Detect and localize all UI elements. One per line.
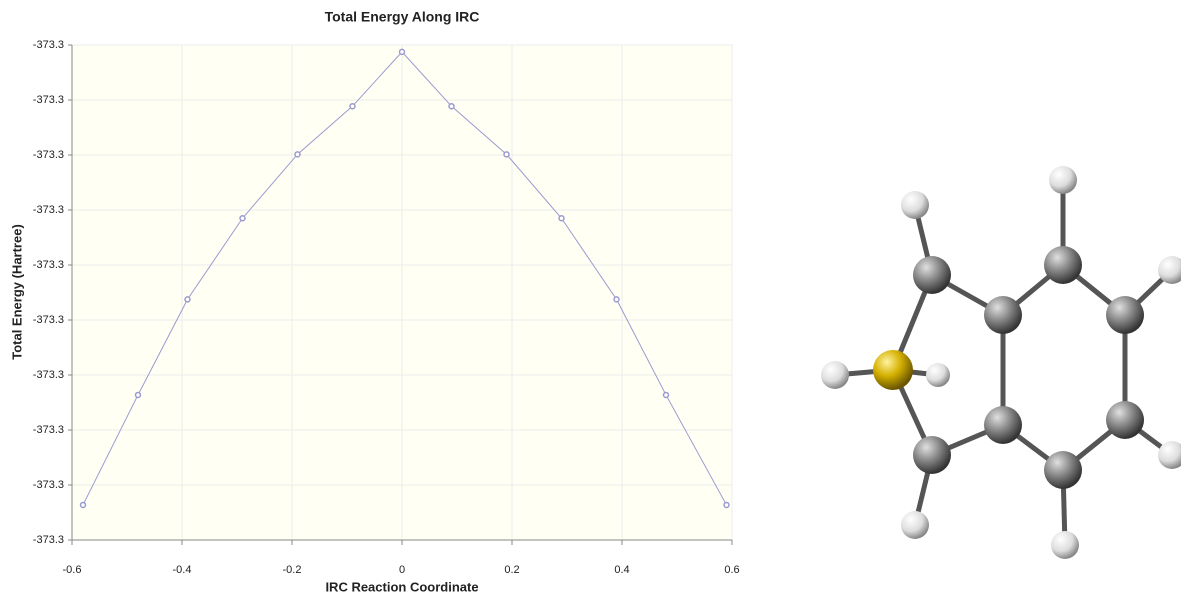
- point: [504, 152, 509, 157]
- y-tick-label: -373.3: [33, 424, 64, 436]
- x-tick-label: -0.6: [63, 564, 82, 576]
- y-tick-label: -373.3: [33, 479, 64, 491]
- y-tick-label: -373.3: [33, 534, 64, 546]
- x-tick-label: 0.2: [504, 564, 519, 576]
- point: [664, 392, 669, 397]
- point: [449, 104, 454, 109]
- point: [614, 297, 619, 302]
- point: [559, 216, 564, 221]
- point: [400, 49, 405, 54]
- point: [724, 502, 729, 507]
- x-tick-label: -0.2: [283, 564, 302, 576]
- y-tick-label: -373.3: [33, 94, 64, 106]
- x-tick-label: 0: [399, 564, 405, 576]
- chart-title: Total Energy Along IRC: [325, 9, 480, 25]
- point: [185, 297, 190, 302]
- y-tick-label: -373.3: [33, 149, 64, 161]
- point: [81, 502, 86, 507]
- point: [240, 216, 245, 221]
- x-tick-label: -0.4: [173, 564, 192, 576]
- y-tick-label: -373.3: [33, 314, 64, 326]
- y-tick-label: -373.3: [33, 39, 64, 51]
- x-tick-label: 0.4: [614, 564, 629, 576]
- x-tick-label: 0.6: [724, 564, 739, 576]
- y-axis-label: Total Energy (Hartree): [9, 224, 24, 360]
- screen: Total Energy Along IRC IRC Reaction Coor…: [0, 0, 1181, 596]
- x-axis-label: IRC Reaction Coordinate: [325, 579, 478, 594]
- y-tick-label: -373.3: [33, 369, 64, 381]
- y-tick-label: -373.3: [33, 204, 64, 216]
- point: [350, 104, 355, 109]
- molecule-image: [821, 166, 1181, 559]
- y-tick-label: -373.3: [33, 259, 64, 271]
- point: [295, 152, 300, 157]
- point: [136, 392, 141, 397]
